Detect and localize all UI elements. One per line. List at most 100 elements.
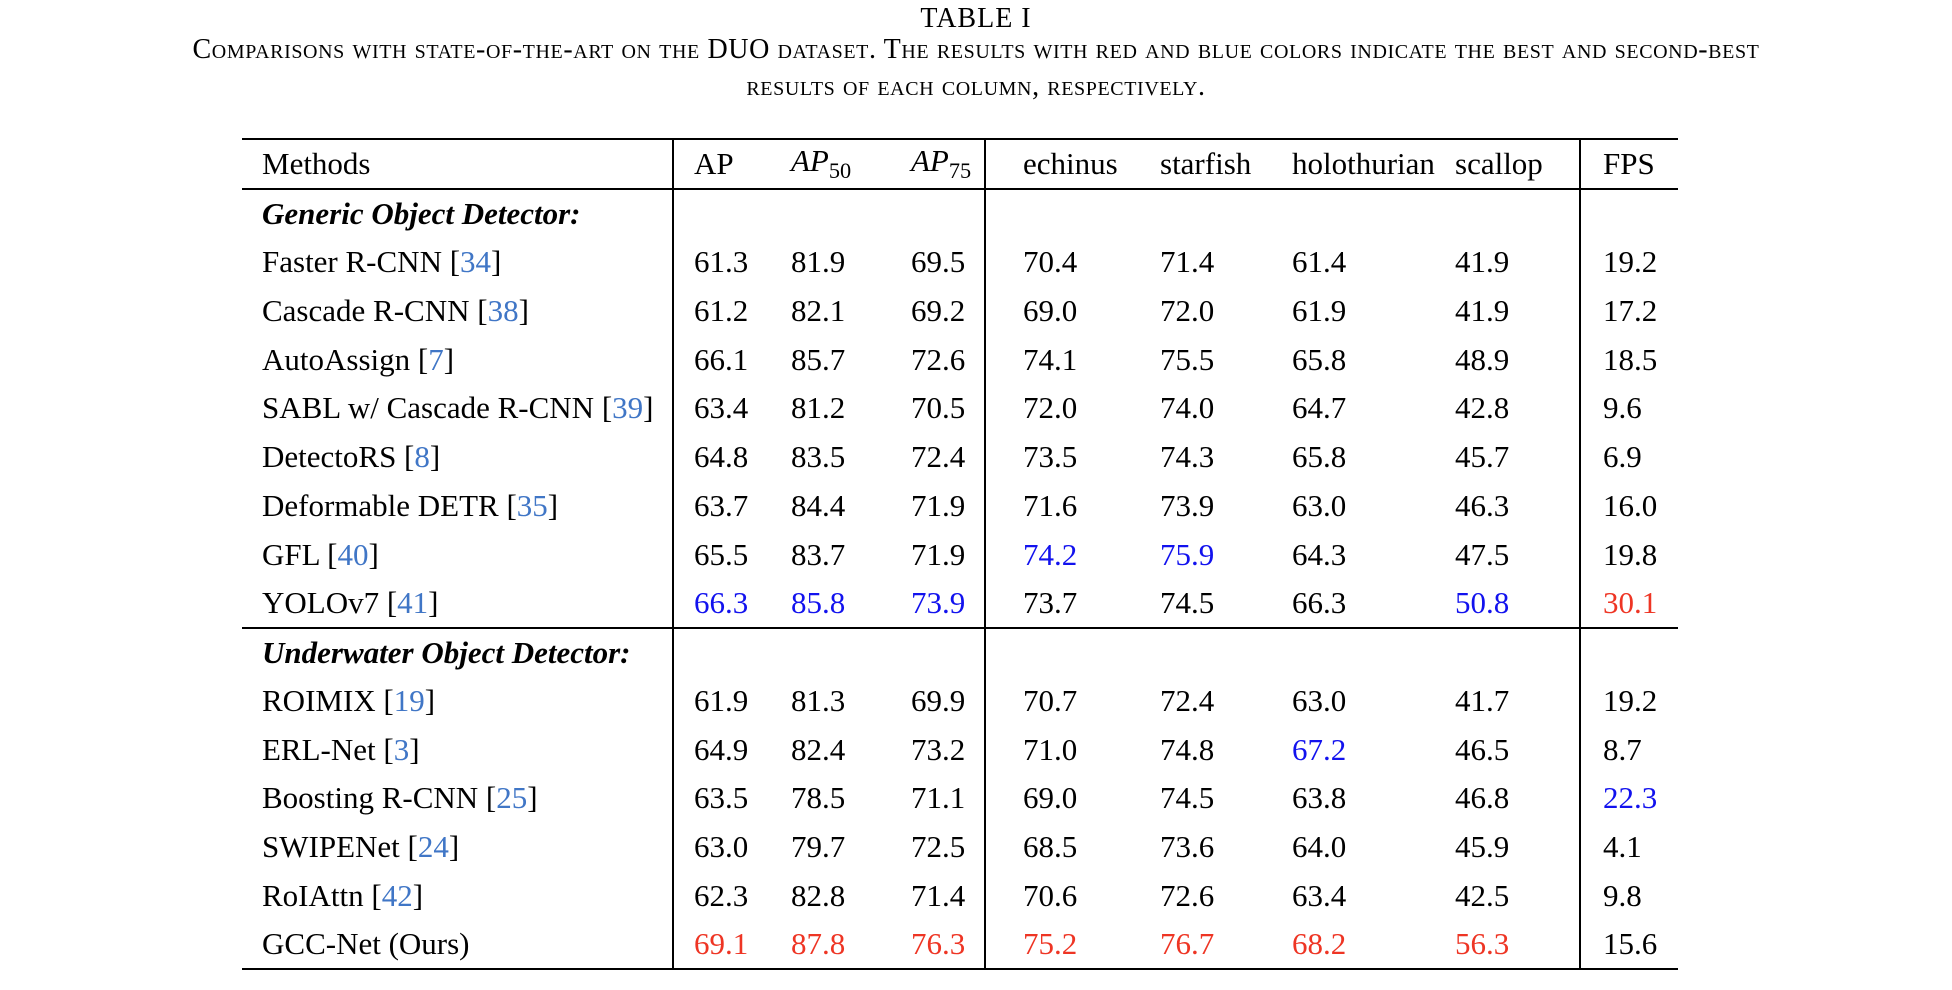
value-cell: 9.8: [1603, 877, 1642, 913]
value-cell: 4.1: [1603, 829, 1642, 865]
value-cell: 69.5: [911, 237, 986, 287]
table-row: ERL-Net [3] 64.9 82.4 73.2 71.0 74.8 67.2 46.5 8…: [242, 725, 1678, 774]
value-cell: 65.8: [1292, 439, 1347, 475]
value-cell: 69.0: [1023, 780, 1078, 816]
table-row: SWIPENet [24] 63.0 79.7 72.5 68.5 73.6 64.0 45.…: [242, 822, 1678, 872]
value-cell: 67.2: [1292, 731, 1347, 767]
value-cell: 62.3: [694, 877, 749, 913]
value-cell: 45.7: [1455, 432, 1581, 482]
value-cell: 41.9: [1455, 237, 1581, 287]
method-cell: Deformable DETR [35]: [242, 481, 674, 531]
method-cell: AutoAssign [7]: [242, 335, 674, 384]
value-cell: 71.4: [911, 871, 986, 921]
value-cell: 63.4: [1292, 877, 1347, 913]
value-cell: 71.0: [1023, 731, 1078, 767]
value-cell: 18.5: [1603, 341, 1658, 377]
empty-cell: [1160, 628, 1292, 677]
value-cell: 75.9: [1160, 536, 1215, 572]
empty-cell: [673, 628, 791, 677]
value-cell: 61.2: [694, 292, 749, 328]
table-row: RoIAttn [42] 62.3 82.8 71.4 70.6 72.6 63.4 42.5…: [242, 871, 1678, 921]
empty-cell: [985, 628, 1160, 677]
empty-cell: [1160, 189, 1292, 238]
value-cell: 46.8: [1455, 774, 1581, 823]
value-cell: 47.5: [1455, 530, 1581, 579]
value-cell: 81.9: [791, 244, 846, 280]
value-cell: 74.2: [1023, 536, 1078, 572]
value-cell: 45.9: [1455, 822, 1581, 872]
value-cell: 61.9: [694, 682, 749, 718]
value-cell: 63.7: [694, 487, 749, 523]
value-cell: 65.8: [1292, 341, 1347, 377]
empty-cell: [911, 189, 986, 238]
empty-cell: [1580, 189, 1678, 238]
citation-number: 8: [414, 439, 430, 475]
table-row: YOLOv7 [41] 66.3 85.8 73.9 73.7 74.5 66.3 50.8 3…: [242, 579, 1678, 628]
method-cell: GCC-Net (Ours): [242, 920, 674, 969]
col-header-methods: Methods: [242, 139, 674, 189]
value-cell: 71.9: [911, 530, 986, 579]
method-cell: RoIAttn [42]: [242, 871, 674, 921]
value-cell: 70.4: [1023, 244, 1078, 280]
empty-cell: [1580, 628, 1678, 677]
value-cell: 71.9: [911, 481, 986, 531]
results-table: Methods AP AP50 AP75 echinus starfish holothur…: [242, 138, 1678, 970]
value-cell: 63.0: [1292, 682, 1347, 718]
value-cell: 50.8: [1455, 579, 1581, 628]
value-cell: 72.4: [1160, 682, 1215, 718]
method-cell: Cascade R-CNN [38]: [242, 286, 674, 336]
value-cell: 71.1: [911, 774, 986, 823]
table-row: ROIMIX [19] 61.9 81.3 69.9 70.7 72.4 63.0 41.7 1…: [242, 676, 1678, 726]
table-caption-line1: Comparisons with state-of-the-art on the…: [192, 34, 1760, 65]
value-cell: 42.8: [1455, 384, 1581, 433]
table-body: Generic Object Detector: Faster R-CNN [34…: [242, 189, 1678, 969]
value-cell: 19.8: [1603, 536, 1658, 572]
value-cell: 15.6: [1603, 926, 1658, 962]
value-cell: 73.9: [1160, 487, 1215, 523]
value-cell: 17.2: [1603, 292, 1658, 328]
citation-number: 3: [393, 731, 410, 767]
method-cell: Faster R-CNN [34]: [242, 237, 674, 287]
value-cell: 83.5: [791, 439, 846, 475]
method-cell: ERL-Net [3]: [242, 725, 674, 774]
value-cell: 71.6: [1023, 487, 1078, 523]
value-cell: 61.9: [1292, 292, 1347, 328]
citation-number: 24: [417, 829, 449, 865]
table-row: GCC-Net (Ours) 69.1 87.8 76.3 75.2 76.7 68.2 56…: [242, 920, 1678, 969]
value-cell: 75.5: [1160, 341, 1215, 377]
value-cell: 72.5: [911, 822, 986, 872]
table-row: Deformable DETR [35] 63.7 84.4 71.9 71.6 73.9…: [242, 481, 1678, 531]
table-row: Faster R-CNN [34] 61.3 81.9 69.5 70.4 71.4 61.…: [242, 237, 1678, 287]
value-cell: 22.3: [1603, 780, 1658, 816]
citation-number: 7: [428, 341, 444, 377]
value-cell: 66.3: [1292, 584, 1347, 620]
value-cell: 56.3: [1455, 920, 1581, 969]
value-cell: 63.8: [1292, 780, 1347, 816]
value-cell: 82.4: [791, 731, 846, 767]
value-cell: 78.5: [791, 780, 846, 816]
value-cell: 75.2: [1023, 926, 1078, 962]
col-header-ap: AP: [694, 146, 734, 181]
col-header-echinus: echinus: [1023, 146, 1118, 181]
header-row: Methods AP AP50 AP75 echinus starfish holothur…: [242, 139, 1678, 189]
value-cell: 74.5: [1160, 584, 1215, 620]
table-row: AutoAssign [7] 66.1 85.7 72.6 74.1 75.5 65.8 48…: [242, 335, 1678, 384]
empty-cell: [791, 189, 911, 238]
value-cell: 81.2: [791, 390, 846, 426]
table-caption: Comparisons with state-of-the-art on the…: [0, 31, 1952, 105]
citation-number: 35: [516, 487, 548, 523]
value-cell: 6.9: [1603, 439, 1642, 475]
value-cell: 66.1: [694, 341, 749, 377]
value-cell: 82.8: [791, 877, 846, 913]
value-cell: 48.9: [1455, 335, 1581, 384]
empty-cell: [1292, 628, 1455, 677]
method-cell: Boosting R-CNN [25]: [242, 774, 674, 823]
value-cell: 74.1: [1023, 341, 1078, 377]
citation-number: 42: [381, 877, 413, 913]
citation-number: 34: [460, 244, 492, 280]
section-label: Underwater Object Detector:: [242, 627, 674, 677]
method-cell: ROIMIX [19]: [242, 676, 674, 726]
value-cell: 76.3: [911, 920, 986, 969]
value-cell: 68.5: [1023, 829, 1078, 865]
